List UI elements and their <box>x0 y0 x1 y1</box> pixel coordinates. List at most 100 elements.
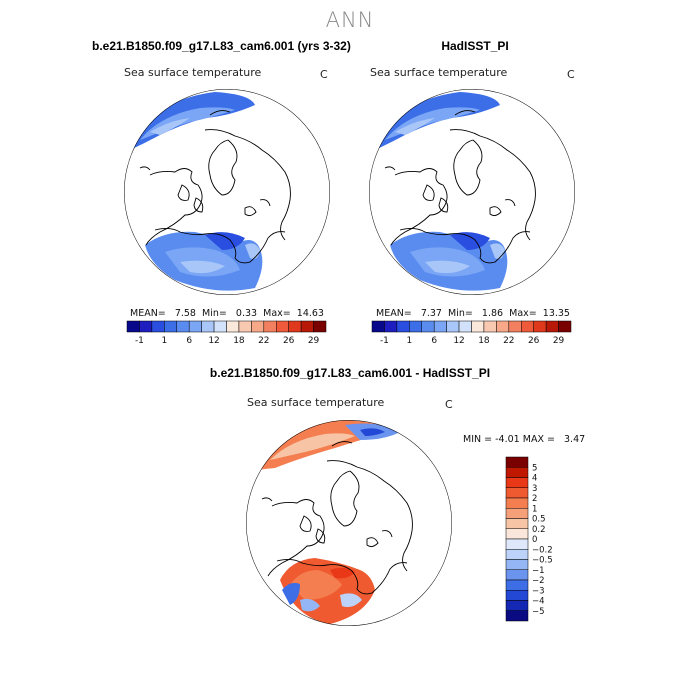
panel-1-max: 14.63 <box>296 308 324 319</box>
panel-1-colorbar-swatch <box>300 320 314 333</box>
panel-2-colorbar-swatch <box>483 320 497 333</box>
panel-2-polar-map <box>369 89 575 295</box>
panel-3-colorbar-tick-label: 0.2 <box>532 525 546 535</box>
panel-2-colorbar-tick-label: 26 <box>528 336 540 346</box>
panel-2-colorbar-swatch <box>396 320 410 333</box>
panel-1-colorbar-tick-label: 6 <box>186 336 192 346</box>
panel-2-min: 1.86 <box>481 308 504 319</box>
panel-2-colorbar-swatch <box>409 320 422 333</box>
panel-2-colorbar-swatch <box>558 320 572 333</box>
panel-3-colorbar-swatch <box>505 538 529 550</box>
panel-1-units: C <box>320 68 328 81</box>
panel-3-units: C <box>445 398 453 411</box>
panel-3-case-title: b.e21.B1850.f09_g17.L83_cam6.001 - HadIS… <box>209 366 491 380</box>
panel-2-colorbar-tick-label: 29 <box>553 336 565 346</box>
panel-1-colorbar-swatch <box>176 320 190 333</box>
panel-3-colorbar-swatch <box>505 549 529 560</box>
panel-1-colorbar-tick-label: 18 <box>233 336 245 346</box>
panel-1-colorbar-tick-label: -1 <box>135 336 144 346</box>
panel-3-stats: MIN = -4.01 MAX = 3.47 <box>463 434 586 445</box>
panel-3-colorbar-swatch <box>505 559 529 570</box>
panel-2-colorbar-tick-label: 1 <box>406 336 412 346</box>
panel-1-mean: 7.58 <box>174 308 196 319</box>
panel-3-colorbar-swatch <box>505 487 529 499</box>
panel-1-colorbar-swatch <box>288 320 302 333</box>
panel-3-colorbar-swatch <box>505 600 529 611</box>
panel-3-colorbar-tick-label: 0.5 <box>532 515 546 525</box>
panel-2-colorbar-swatch <box>433 320 447 333</box>
panel-3-colorbar-tick-label: 3 <box>532 484 537 494</box>
panel-3-colorbar-tick-label: −2 <box>532 576 545 586</box>
panel-1-colorbar-swatch <box>151 320 165 333</box>
panel-3-colorbar-swatch <box>505 467 529 478</box>
panel-1-colorbar: -1 1 6 12 18 22 26 29 <box>126 320 327 346</box>
panel-2-colorbar-swatch <box>508 320 522 333</box>
panel-1-case-title: b.e21.B1850.f09_g17.L83_cam6.001 (yrs 3-… <box>92 39 351 53</box>
panel-1-colorbar-swatch <box>276 320 289 333</box>
panel-2-max: 13.35 <box>542 308 570 319</box>
panel-2-coastlines <box>384 110 536 264</box>
panel-3-colorbar-swatch <box>505 579 529 591</box>
panel-1-colorbar-swatch <box>213 320 227 333</box>
panel-3-colorbar-swatch <box>505 497 529 509</box>
panel-1-colorbar-swatch <box>238 320 252 333</box>
panel-3-min: -4.01 <box>495 434 520 445</box>
panel-2-stats: MEAN= 7.37 Min= 1.86 Max= 13.35 <box>376 308 570 319</box>
panel-3-max: 3.47 <box>564 434 586 445</box>
panel-1-min: 0.33 <box>235 308 258 319</box>
panel-3-colorbar-tick-label: −3 <box>532 586 545 596</box>
panel-1-colorbar-swatch <box>251 320 265 333</box>
panel-2-colorbar-swatch <box>471 320 485 333</box>
panel-3-colorbar-tick-label: −0.5 <box>532 556 553 566</box>
panel-1-colorbar-tick-label: 22 <box>258 336 269 346</box>
panel-3-colorbar-tick-label: −0.2 <box>532 545 553 555</box>
panel-2-colorbar-swatch <box>496 320 510 333</box>
panel-3-colorbar-tick-label: 1 <box>532 504 537 514</box>
panel-3-polar-map <box>246 420 452 626</box>
panel-2-colorbar-tick-label: 22 <box>503 336 514 346</box>
panel-1-stats: MEAN= 7.58 Min= 0.33 Max= 14.63 <box>130 308 324 319</box>
panel-3-colorbar-tick-label: 0 <box>532 535 537 545</box>
panel-2-colorbar-swatch <box>384 320 398 333</box>
panel-1-colorbar-swatch <box>188 320 202 333</box>
panel-3-colorbar-tick-label: −1 <box>532 566 545 576</box>
panel-1-colorbar-swatch <box>164 320 177 333</box>
panel-3-colorbar-tick-label: 2 <box>532 494 537 504</box>
panel-2-colorbar-swatch <box>533 320 547 333</box>
panel-3-colorbar-swatch <box>505 508 529 519</box>
panel-1-colorbar-swatch <box>201 320 215 333</box>
panel-2-variable-title: Sea surface temperature <box>370 66 508 79</box>
panel-2-units: C <box>567 68 575 81</box>
panel-2-colorbar-tick-label: 6 <box>431 336 437 346</box>
panel-3-colorbar-swatch <box>505 610 529 622</box>
panel-1-colorbar-swatch <box>263 320 277 333</box>
panel-2-colorbar-swatch <box>421 320 435 333</box>
panel-3-colorbar-swatch <box>505 528 529 540</box>
panel-3-colorbar-swatch <box>505 590 529 601</box>
panel-1-variable-title: Sea surface temperature <box>124 66 262 79</box>
panel-3-colorbar-swatch <box>505 569 529 581</box>
panel-3-colorbar-tick-label: −4 <box>532 597 545 607</box>
panel-2-colorbar-swatch <box>371 320 385 333</box>
panel-2-colorbar-swatch <box>446 320 460 333</box>
panel-2-colorbar-tick-label: 12 <box>453 336 464 346</box>
panel-2-colorbar-tick-label: 18 <box>478 336 490 346</box>
panel-1-coastlines <box>139 110 291 264</box>
panel-3-variable-title: Sea surface temperature <box>247 396 385 409</box>
panel-2-colorbar: -1 1 6 12 18 22 26 29 <box>371 320 572 346</box>
page-title: ANN <box>325 8 375 32</box>
panel-1-colorbar-swatch <box>139 320 153 333</box>
panel-1-colorbar-swatch <box>226 320 240 333</box>
panel-3-colorbar-swatch <box>505 518 529 529</box>
panel-2-colorbar-swatch <box>458 320 472 333</box>
panel-3-colorbar-tick-label: −5 <box>532 607 545 617</box>
panel-2-colorbar-swatch <box>545 320 559 333</box>
panel-3-colorbar-swatch <box>505 456 529 468</box>
panel-1-colorbar-tick-label: 12 <box>208 336 219 346</box>
panel-1-colorbar-swatch <box>126 320 140 333</box>
panel-2-colorbar-swatch <box>521 320 534 333</box>
panel-1-colorbar-tick-label: 1 <box>161 336 167 346</box>
